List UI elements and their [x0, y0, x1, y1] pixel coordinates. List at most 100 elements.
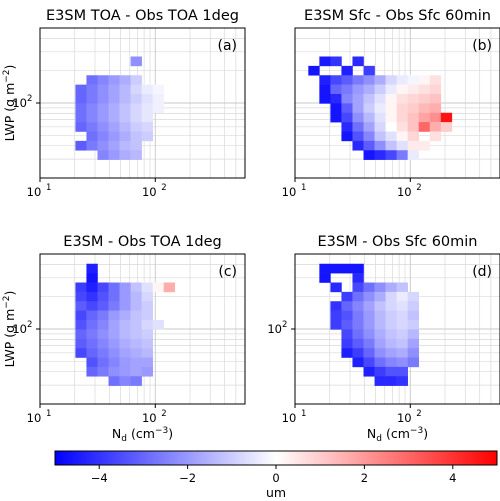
- heatmap-cell: [142, 301, 153, 311]
- heatmap-cell: [397, 292, 408, 302]
- heatmap-cell: [408, 113, 419, 123]
- heatmap-cell: [408, 358, 419, 368]
- heatmap-cell: [97, 141, 108, 151]
- heatmap-cell: [86, 311, 97, 321]
- heatmap-cell: [397, 103, 408, 113]
- heatmap-cell: [75, 103, 86, 113]
- heatmap-cell: [352, 103, 363, 113]
- heatmap-cell: [375, 292, 386, 302]
- heatmap-cell: [441, 122, 452, 132]
- heatmap-cell: [120, 283, 131, 293]
- heatmap-cell: [397, 320, 408, 330]
- heatmap-cell: [408, 311, 419, 321]
- heatmap-cell: [153, 320, 164, 330]
- heatmap-cell: [341, 339, 352, 349]
- heatmap-cell: [375, 329, 386, 339]
- heatmap-cell: [375, 358, 386, 368]
- heatmap-cell: [419, 75, 430, 85]
- heatmap-cell: [430, 94, 441, 104]
- heatmap-cell: [109, 367, 120, 377]
- heatmap-cell: [352, 348, 363, 358]
- heatmap-cell: [341, 85, 352, 95]
- heatmap-cell: [142, 132, 153, 142]
- heatmap-cell: [86, 329, 97, 339]
- heatmap-cell: [386, 311, 397, 321]
- heatmap-cell: [120, 367, 131, 377]
- heatmap-cell: [364, 150, 375, 160]
- panel-title: E3SM - Obs TOA 1deg: [63, 234, 221, 250]
- heatmap-cell: [86, 320, 97, 330]
- heatmap-cell: [408, 292, 419, 302]
- heatmap-cell: [131, 85, 142, 95]
- x-tick-exponent: 2: [416, 409, 421, 419]
- colorbar-tick-label: 2: [361, 471, 368, 485]
- heatmap-cell: [408, 75, 419, 85]
- colorbar-label: um: [266, 485, 286, 500]
- heatmap-cell: [75, 85, 86, 95]
- heatmap-cell: [120, 122, 131, 132]
- x-tick-label: 10: [282, 185, 297, 199]
- heatmap-cell: [131, 283, 142, 293]
- heatmap-cell: [386, 122, 397, 132]
- heatmap-cell: [109, 103, 120, 113]
- heatmap-cell: [97, 329, 108, 339]
- heatmap-cell: [364, 283, 375, 293]
- heatmap-cell: [131, 329, 142, 339]
- heatmap-cell: [120, 311, 131, 321]
- heatmap-cell: [97, 94, 108, 104]
- heatmap-cell: [142, 292, 153, 302]
- heatmap-cell: [375, 150, 386, 160]
- heatmap-cell: [330, 301, 341, 311]
- heatmap-cell: [142, 94, 153, 104]
- heatmap-cell: [75, 311, 86, 321]
- heatmap-cell: [341, 66, 352, 76]
- heatmap-cell: [386, 339, 397, 349]
- heatmap-cell: [341, 75, 352, 85]
- heatmap-cell: [109, 141, 120, 151]
- heatmap-cell: [352, 122, 363, 132]
- heatmap-cell: [375, 283, 386, 293]
- heatmap-cell: [341, 301, 352, 311]
- heatmap-cell: [375, 85, 386, 95]
- heatmap-cell: [97, 367, 108, 377]
- x-tick-label: 10: [27, 185, 42, 199]
- heatmap-cell: [397, 94, 408, 104]
- colorbar-tick-label: 4: [449, 471, 456, 485]
- x-tick-label: 10: [142, 411, 157, 425]
- heatmap-cell: [131, 122, 142, 132]
- heatmap-cell: [86, 113, 97, 123]
- heatmap-cell: [375, 376, 386, 386]
- heatmap-cell: [75, 283, 86, 293]
- heatmap-cell: [330, 85, 341, 95]
- heatmap-cell: [142, 348, 153, 358]
- heatmap-cell: [430, 103, 441, 113]
- panel-2: 10 1 10 2E3SM Sfc - Obs Sfc 60min(b): [282, 8, 500, 199]
- panel-letter: (b): [472, 38, 492, 54]
- heatmap-cell: [397, 85, 408, 95]
- heatmap-cell: [352, 329, 363, 339]
- heatmap-cell: [352, 75, 363, 85]
- heatmap-cell: [341, 292, 352, 302]
- heatmap-cell: [430, 113, 441, 123]
- heatmap-cell: [109, 358, 120, 368]
- heatmap-cell: [386, 367, 397, 377]
- heatmap-cell: [386, 113, 397, 123]
- heatmap-cell: [386, 348, 397, 358]
- heatmap-cell: [330, 264, 341, 274]
- y-tick-label: 10: [267, 322, 282, 336]
- x-tick-exponent: 2: [416, 183, 421, 193]
- heatmap-cell: [364, 66, 375, 76]
- heatmap-cell: [131, 311, 142, 321]
- heatmap-cell: [375, 320, 386, 330]
- heatmap-cell: [131, 301, 142, 311]
- heatmap-cell: [419, 94, 430, 104]
- heatmap-cell: [386, 329, 397, 339]
- heatmap-cell: [397, 311, 408, 321]
- heatmap-cell: [408, 348, 419, 358]
- heatmap-cell: [386, 292, 397, 302]
- heatmap-cell: [408, 339, 419, 349]
- heatmap-cell: [131, 113, 142, 123]
- heatmap-cell: [364, 103, 375, 113]
- colorbar: −4 −2 0 2 4 um: [55, 451, 497, 500]
- heatmap-cell: [364, 122, 375, 132]
